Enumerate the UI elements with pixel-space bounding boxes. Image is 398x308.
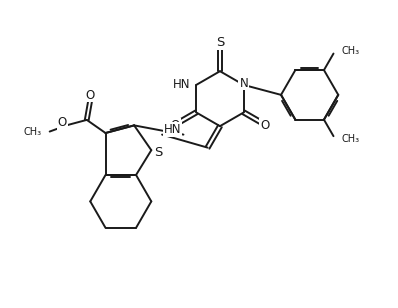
Text: CH₃: CH₃ bbox=[23, 127, 41, 136]
Text: O: O bbox=[58, 116, 67, 129]
Text: HN: HN bbox=[173, 79, 191, 91]
Text: CH₃: CH₃ bbox=[342, 46, 360, 55]
Text: HN: HN bbox=[164, 123, 181, 136]
Text: O: O bbox=[170, 119, 180, 132]
Text: O: O bbox=[260, 119, 269, 132]
Text: S: S bbox=[154, 146, 162, 159]
Text: CH₃: CH₃ bbox=[342, 134, 360, 144]
Text: O: O bbox=[86, 88, 95, 102]
Text: N: N bbox=[240, 76, 248, 90]
Text: S: S bbox=[216, 36, 224, 49]
